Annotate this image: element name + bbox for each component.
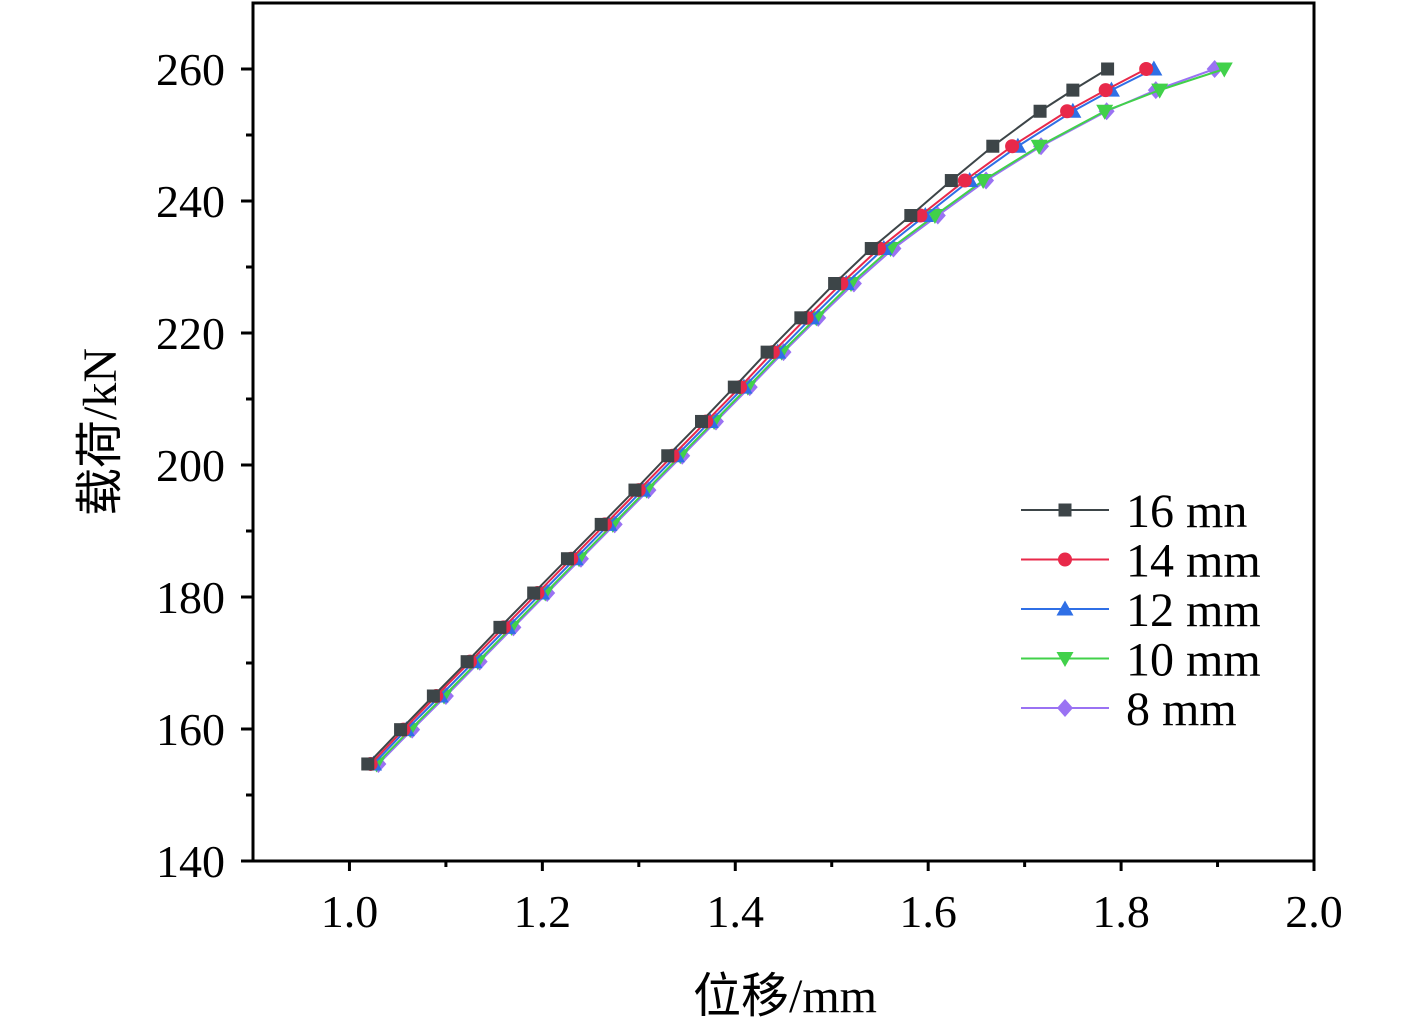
series-line bbox=[375, 68, 1225, 765]
data-point bbox=[760, 345, 774, 359]
y-tick-label: 260 bbox=[156, 44, 225, 95]
axes-layer: 1.0 1.2 1.4 1.6 1.8 2.0 140 160 180 200 220 240 260 bbox=[156, 44, 1343, 937]
data-point bbox=[661, 449, 675, 463]
x-tick-label: 1.8 bbox=[1092, 886, 1150, 937]
data-point bbox=[1096, 104, 1114, 120]
legend-label: 8 mm bbox=[1126, 683, 1237, 736]
data-point bbox=[1151, 83, 1169, 99]
legend-marker bbox=[1056, 600, 1074, 616]
series-layer bbox=[361, 60, 1233, 773]
legend-item: 10 mm bbox=[1021, 634, 1261, 687]
series-line bbox=[369, 68, 1147, 765]
data-point bbox=[695, 414, 709, 428]
y-tick-label: 220 bbox=[156, 308, 225, 359]
y-tick-label: 140 bbox=[156, 836, 225, 887]
data-point bbox=[828, 277, 842, 290]
series-line bbox=[377, 68, 1215, 765]
legend-item: 16 mn bbox=[1021, 485, 1247, 538]
data-point bbox=[957, 173, 972, 188]
data-point bbox=[560, 552, 574, 566]
legend-marker bbox=[1058, 552, 1072, 567]
data-point bbox=[944, 174, 958, 188]
data-point bbox=[527, 586, 541, 600]
legend-marker bbox=[1058, 503, 1072, 517]
data-point bbox=[986, 139, 1000, 153]
data-point bbox=[1139, 62, 1154, 76]
data-point bbox=[1066, 83, 1080, 97]
legend-marker bbox=[1057, 699, 1073, 717]
series-16-mn bbox=[361, 62, 1115, 771]
data-point bbox=[1005, 139, 1020, 154]
legend-label: 16 mn bbox=[1126, 485, 1247, 538]
legend-label: 12 mm bbox=[1126, 584, 1261, 637]
series-10-mm bbox=[367, 62, 1233, 773]
y-tick-label: 160 bbox=[156, 704, 225, 755]
data-point bbox=[594, 517, 608, 531]
data-point bbox=[1215, 62, 1233, 78]
x-tick-label: 1.0 bbox=[321, 886, 379, 937]
y-axis-title: 载荷/kN bbox=[74, 348, 127, 516]
data-point bbox=[493, 620, 507, 634]
data-point bbox=[361, 757, 375, 771]
series-line bbox=[367, 68, 1109, 765]
y-tick-label: 240 bbox=[156, 176, 225, 227]
x-tick-label: 2.0 bbox=[1285, 886, 1343, 937]
data-point bbox=[974, 174, 992, 190]
legend-label: 14 mm bbox=[1126, 535, 1261, 588]
y-tick-label: 200 bbox=[156, 440, 225, 491]
x-tick-label: 1.6 bbox=[899, 886, 957, 937]
data-point bbox=[864, 242, 878, 256]
data-point bbox=[1101, 62, 1115, 76]
data-point bbox=[794, 311, 808, 325]
y-tick-label: 180 bbox=[156, 572, 225, 623]
data-point bbox=[1030, 139, 1048, 155]
data-point bbox=[426, 689, 440, 703]
series-line bbox=[372, 68, 1155, 765]
data-point bbox=[926, 209, 944, 225]
plot-frame bbox=[251, 1, 1316, 863]
data-point bbox=[1060, 104, 1075, 119]
data-point bbox=[460, 655, 474, 669]
legend-item: 14 mm bbox=[1021, 535, 1261, 588]
x-tick-label: 1.2 bbox=[514, 886, 572, 937]
x-tick-label: 1.4 bbox=[707, 886, 765, 937]
legend-label: 10 mm bbox=[1126, 634, 1261, 687]
data-point bbox=[1098, 83, 1113, 98]
data-point bbox=[1033, 104, 1047, 118]
data-point bbox=[394, 723, 408, 737]
data-point bbox=[628, 483, 642, 497]
x-axis-title: 位移/mm bbox=[693, 970, 877, 1023]
legend-marker bbox=[1056, 652, 1074, 667]
series-8-mm bbox=[370, 60, 1223, 773]
data-point bbox=[904, 209, 918, 223]
legend-item: 8 mm bbox=[1021, 683, 1237, 736]
legend-item: 12 mm bbox=[1021, 584, 1261, 637]
data-point bbox=[727, 380, 741, 394]
